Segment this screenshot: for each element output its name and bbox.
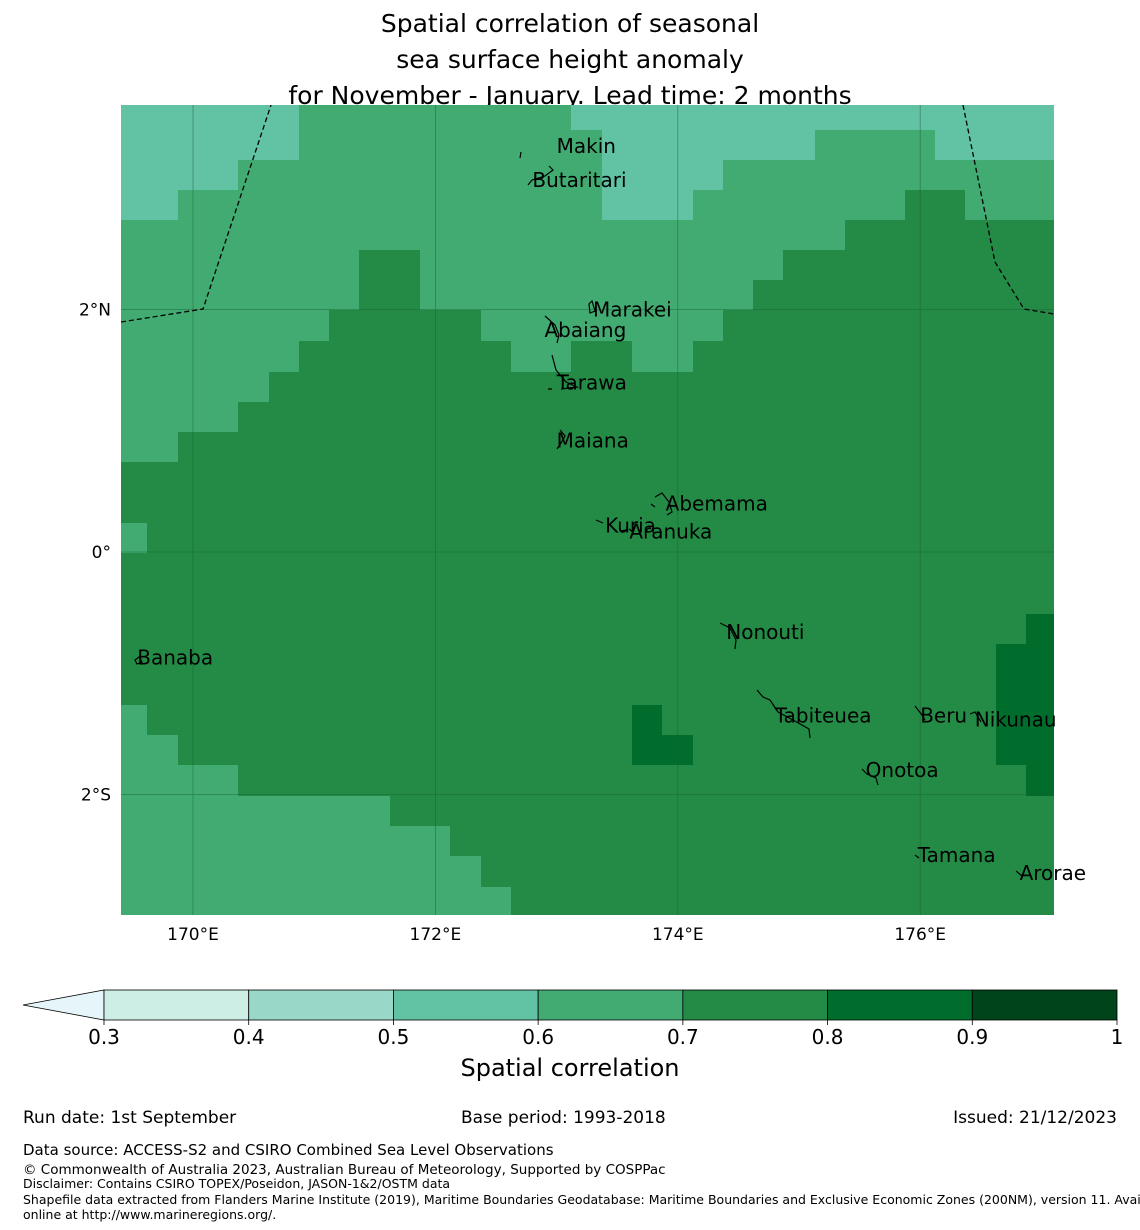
x-tick-label: 172°E — [410, 925, 462, 945]
title-line-2: sea surface height anomaly — [396, 45, 744, 74]
x-tick-label: 170°E — [167, 925, 219, 945]
x-tick-label: 174°E — [652, 925, 704, 945]
island-label-tarawa: Tarawa — [556, 370, 627, 394]
base-period: Base period: 1993-2018 — [461, 1108, 666, 1128]
colorbar-tick-label: 0.6 — [522, 1025, 554, 1049]
colorbar-segment — [393, 989, 539, 1021]
shapefile-credit-line-2: online at http://www.marineregions.org/. — [23, 1207, 277, 1222]
colorbar-segment — [682, 989, 828, 1021]
gridlines — [121, 105, 1054, 915]
run-date: Run date: 1st September — [23, 1108, 237, 1128]
colorbar-tick-label: 0.7 — [667, 1025, 699, 1049]
title-line-1: Spatial correlation of seasonal — [380, 9, 760, 38]
island-label-abemama: Abemama — [666, 492, 768, 516]
maiana-outline — [556, 429, 566, 450]
tarawa-outline — [548, 354, 580, 390]
island-outlines — [134, 151, 1023, 877]
colorbar-tick-label: 0.9 — [956, 1025, 988, 1049]
eez-boundary-west — [121, 105, 272, 323]
band-0.5-0.6-north-west — [121, 105, 299, 220]
tamana-outline — [914, 854, 920, 859]
data-source: Data source: ACCESS-S2 and CSIRO Combine… — [23, 1141, 554, 1159]
y-tick-label: 0° — [92, 543, 111, 563]
island-label-beru: Beru — [920, 704, 967, 728]
y-tick-label: 2°S — [81, 785, 111, 805]
eez-boundary-east — [962, 105, 1054, 315]
tabiteuea-outline — [756, 689, 811, 739]
colorbar-segment — [103, 989, 250, 1021]
island-label-tamana: Tamana — [917, 843, 996, 867]
disclaimer: Disclaimer: Contains CSIRO TOPEX/Poseido… — [23, 1176, 451, 1191]
band-0.5-0.6-north-east — [571, 105, 1054, 220]
issued-date: Issued: 21/12/2023 — [953, 1108, 1117, 1128]
banaba-outline — [134, 656, 143, 665]
band-0.6-0.7-north — [121, 105, 1054, 462]
colorbar: 0.3 0.4 0.5 0.6 0.7 0.8 0.9 1 — [22, 989, 1123, 1049]
island-label-onotoa: Onotoa — [866, 758, 939, 782]
island-label-aranuka: Aranuka — [629, 519, 712, 543]
colorbar-tick-label: 0.3 — [88, 1025, 120, 1049]
colorbar-segment — [971, 989, 1118, 1021]
colorbar-tick-label: 0.8 — [812, 1025, 844, 1049]
eez-boundaries — [121, 105, 1054, 323]
abemama-outline — [650, 492, 673, 516]
colorbar-tick-label: 1 — [1111, 1025, 1124, 1049]
makin-outline — [519, 151, 554, 186]
nonouti-outline — [719, 622, 737, 650]
colorbar-extend-triangle — [22, 989, 105, 1021]
kuria-outline — [595, 519, 634, 538]
band-0.6-0.7-cell — [121, 523, 147, 553]
colorbar-segment — [248, 989, 394, 1021]
island-label-tabiteuea: Tabiteuea — [774, 704, 872, 728]
colorbar-segment — [537, 989, 684, 1021]
band-0.7-0.8-patch — [359, 250, 420, 310]
band-0.8-0.9-east — [996, 614, 1054, 796]
correlation-field — [121, 105, 1054, 915]
arorae-outline — [1015, 870, 1023, 877]
island-label-kuria: Kuria — [605, 513, 656, 537]
island-label-butaritari: Butaritari — [532, 168, 626, 192]
island-label-makin: Makin — [557, 134, 616, 158]
colorbar-segments — [103, 989, 1118, 1021]
marakei-outline — [588, 299, 596, 314]
colorbar-tick-label: 0.4 — [233, 1025, 265, 1049]
island-label-arorae: Arorae — [1020, 861, 1086, 885]
abaiang-outline — [544, 315, 560, 344]
colorbar-tick-label: 0.5 — [378, 1025, 410, 1049]
colorbar-ticks: 0.3 0.4 0.5 0.6 0.7 0.8 0.9 1 — [88, 1020, 1123, 1049]
shapefile-credit-line-1: Shapefile data extracted from Flanders M… — [23, 1192, 1140, 1207]
onotoa-outline — [861, 768, 879, 786]
island-label-nonouti: Nonouti — [726, 620, 804, 644]
axis-labels: 170°E 172°E 174°E 176°E 2°N 0° 2°S — [79, 301, 946, 945]
copyright: © Commonwealth of Australia 2023, Austra… — [23, 1162, 666, 1178]
colorbar-segment — [827, 989, 973, 1021]
nikunau-outline — [969, 711, 982, 723]
x-tick-label: 176°E — [894, 925, 946, 945]
island-label-abaiang: Abaiang — [544, 318, 626, 342]
band-0.6-0.7-south — [121, 705, 511, 915]
island-label-marakei: Marakei — [593, 298, 672, 322]
colorbar-label: Spatial correlation — [460, 1054, 680, 1082]
y-tick-label: 2°N — [79, 301, 111, 321]
beru-outline — [914, 705, 926, 721]
island-label-banaba: Banaba — [137, 645, 213, 669]
island-label-nikunau: Nikunau — [975, 707, 1057, 731]
island-label-maiana: Maiana — [557, 428, 629, 452]
